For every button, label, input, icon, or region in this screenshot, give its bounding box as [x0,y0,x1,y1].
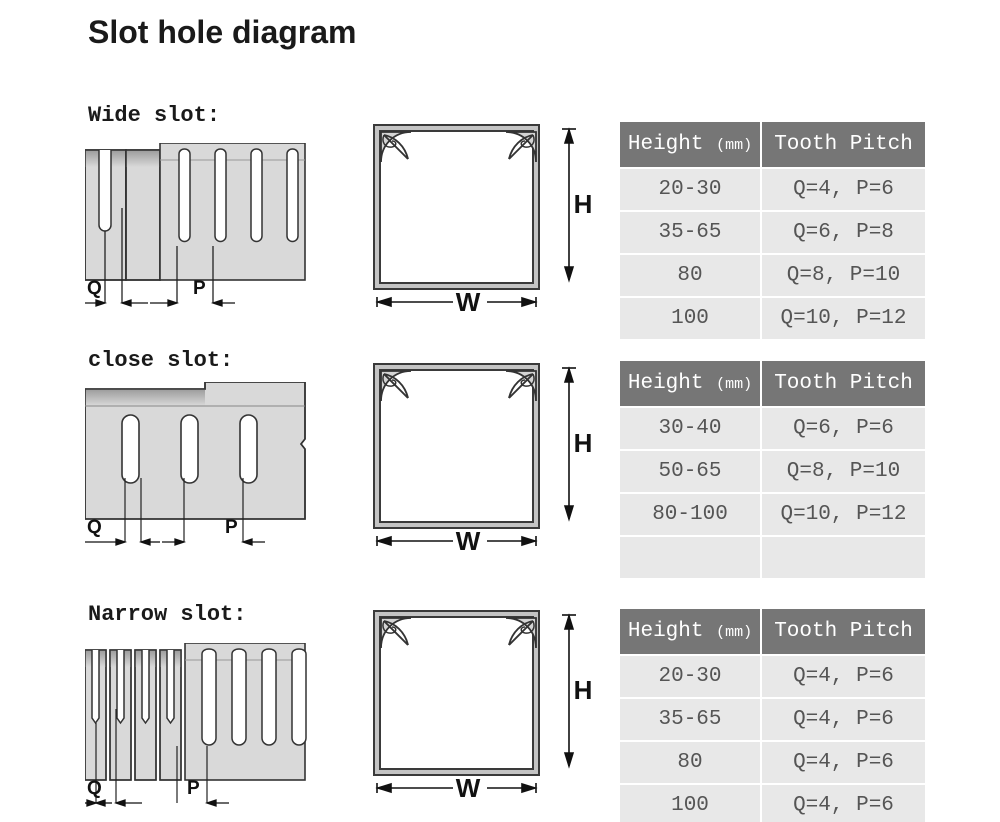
svg-text:H: H [574,428,593,458]
svg-text:W: W [456,287,481,317]
svg-text:H: H [574,189,593,219]
svg-text:P: P [193,278,206,299]
svg-text:W: W [456,773,481,803]
svg-text:Q: Q [87,778,102,799]
svg-text:W: W [456,526,481,556]
svg-text:Q: Q [87,517,102,538]
svg-text:P: P [187,778,200,799]
svg-text:P: P [225,517,238,538]
svg-text:H: H [574,675,593,705]
svg-text:Q: Q [87,278,102,299]
